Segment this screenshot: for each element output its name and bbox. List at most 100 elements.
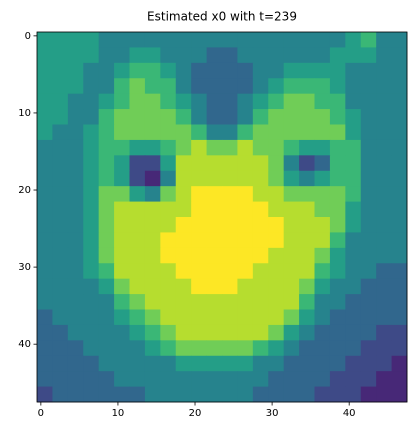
heat-cell (191, 309, 207, 326)
heat-cell (314, 170, 331, 187)
heat-cell (268, 186, 285, 202)
heat-cell (98, 186, 115, 202)
heat-cell (52, 217, 69, 233)
heat-cell (345, 124, 362, 141)
heat-cell (283, 340, 300, 357)
heat-cell (160, 278, 177, 295)
heat-cell (252, 386, 269, 403)
y-tick-label: 30 (18, 262, 31, 273)
heat-cell (314, 324, 331, 341)
heat-cell (175, 124, 192, 141)
heat-cell (67, 309, 84, 326)
heat-cell (206, 186, 223, 202)
heat-cell (206, 139, 223, 156)
heat-cell (360, 170, 377, 187)
heat-cell (222, 371, 238, 387)
heat-cell (376, 155, 392, 172)
heat-cell (160, 170, 177, 187)
heat-cell (67, 294, 84, 310)
heat-cell (314, 78, 331, 95)
heat-cell (67, 201, 84, 218)
heat-cell (206, 232, 223, 249)
heat-cell (52, 324, 69, 341)
heat-cell (299, 109, 315, 125)
heat-cell (299, 340, 315, 357)
heat-cell (252, 355, 269, 372)
heat-cell (191, 47, 207, 64)
heat-cell (160, 139, 177, 156)
heat-cell (376, 371, 392, 387)
heat-cell (314, 340, 331, 357)
heat-cell (83, 47, 100, 64)
heat-cell (222, 93, 238, 110)
heat-cell (283, 201, 300, 218)
heat-cell (391, 124, 408, 141)
heat-cell (222, 201, 238, 218)
heat-cell (160, 217, 177, 233)
heat-cell (360, 340, 377, 357)
heat-cell (391, 47, 408, 64)
heat-cell (98, 47, 115, 64)
heat-cell (391, 324, 408, 341)
heat-cell (345, 93, 362, 110)
heat-cell (129, 324, 146, 341)
heat-cell (114, 355, 130, 372)
heat-cell (144, 170, 161, 187)
heat-cell (191, 263, 207, 280)
heat-cell (391, 309, 408, 326)
heat-cell (206, 47, 223, 64)
heat-cell (268, 371, 285, 387)
heat-cell (222, 232, 238, 249)
heat-cell (67, 355, 84, 372)
heat-cell (52, 62, 69, 79)
heat-cell (299, 386, 315, 403)
heat-cell (52, 139, 69, 156)
heat-cell (129, 309, 146, 326)
heat-cell (98, 324, 115, 341)
heat-cell (268, 32, 285, 48)
heat-cell (222, 47, 238, 64)
heat-cell (345, 217, 362, 233)
heat-cell (175, 93, 192, 110)
heat-cell (37, 247, 53, 264)
heat-cell (67, 155, 84, 172)
heat-cell (252, 217, 269, 233)
heat-cell (391, 278, 408, 295)
heat-cell (376, 324, 392, 341)
heat-cell (222, 124, 238, 141)
heat-cell (360, 109, 377, 125)
heat-cell (206, 294, 223, 310)
heat-cell (222, 263, 238, 280)
heat-cell (391, 62, 408, 79)
heat-cell (299, 170, 315, 187)
heat-cell (191, 294, 207, 310)
heat-cell (345, 340, 362, 357)
heat-cell (52, 78, 69, 95)
heat-cell (52, 247, 69, 264)
heat-cell (329, 32, 346, 48)
heat-cell (252, 371, 269, 387)
heat-cell (299, 247, 315, 264)
heat-cell (175, 247, 192, 264)
x-tick-label: 20 (189, 408, 202, 419)
heat-cell (83, 371, 100, 387)
heat-cell (376, 139, 392, 156)
heat-cell (391, 139, 408, 156)
heat-cell (345, 386, 362, 403)
heat-cell (314, 386, 331, 403)
heat-cell (283, 371, 300, 387)
heat-cell (144, 294, 161, 310)
heat-cell (376, 78, 392, 95)
heat-cell (252, 32, 269, 48)
heat-cell (52, 32, 69, 48)
heat-cell (83, 78, 100, 95)
heat-cell (345, 78, 362, 95)
heat-cell (314, 62, 331, 79)
heat-cell (329, 109, 346, 125)
heat-cell (98, 309, 115, 326)
heat-cell (83, 386, 100, 403)
heat-cell (360, 294, 377, 310)
heat-cell (391, 340, 408, 357)
heat-cell (37, 170, 53, 187)
heat-cell (237, 340, 254, 357)
